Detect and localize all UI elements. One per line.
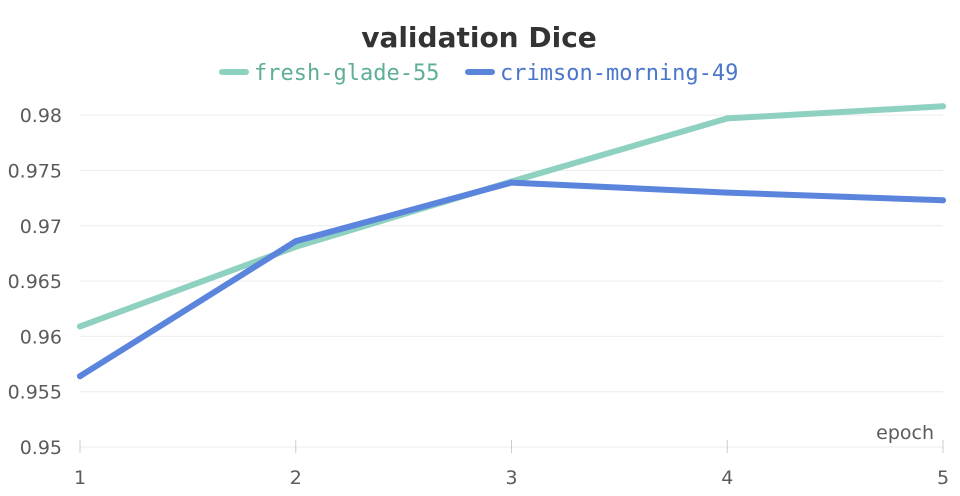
data-point-fresh-glade-55-1[interactable] [77, 323, 83, 330]
y-tick-label: 0.98 [20, 105, 62, 127]
series-layer [77, 103, 946, 380]
data-point-fresh-glade-55-4[interactable] [724, 115, 731, 122]
data-point-crimson-morning-49-1[interactable] [77, 373, 83, 380]
data-point-crimson-morning-49-4[interactable] [724, 189, 731, 196]
legend[interactable]: fresh-glade-55 crimson-morning-49 [219, 61, 738, 86]
y-tick-label: 0.965 [8, 271, 62, 293]
y-tick-label: 0.95 [20, 437, 62, 459]
x-tick-label: 1 [74, 467, 86, 489]
y-tick-label: 0.97 [20, 216, 62, 238]
y-axis: 0.95 0.955 0.96 0.965 0.97 0.975 0.98 [8, 105, 62, 459]
legend-label-fresh-glade-55[interactable]: fresh-glade-55 [254, 61, 439, 86]
y-tick-label: 0.955 [8, 382, 62, 404]
x-tick-label: 5 [937, 467, 949, 489]
data-point-crimson-morning-49-3[interactable] [508, 179, 515, 186]
data-point-crimson-morning-49-5[interactable] [940, 197, 946, 204]
data-point-fresh-glade-55-5[interactable] [940, 103, 946, 110]
x-tick-label: 2 [290, 467, 302, 489]
chart-title: validation Dice [361, 21, 597, 54]
data-point-crimson-morning-49-2[interactable] [292, 238, 299, 245]
legend-label-crimson-morning-49[interactable]: crimson-morning-49 [500, 61, 738, 86]
y-tick-label: 0.975 [8, 160, 62, 182]
y-tick-label: 0.96 [20, 326, 62, 348]
x-axis-label: epoch [876, 422, 934, 444]
x-tick-label: 3 [505, 467, 517, 489]
x-tick-label: 4 [721, 467, 733, 489]
x-axis: 1 2 3 4 5 [74, 440, 949, 489]
